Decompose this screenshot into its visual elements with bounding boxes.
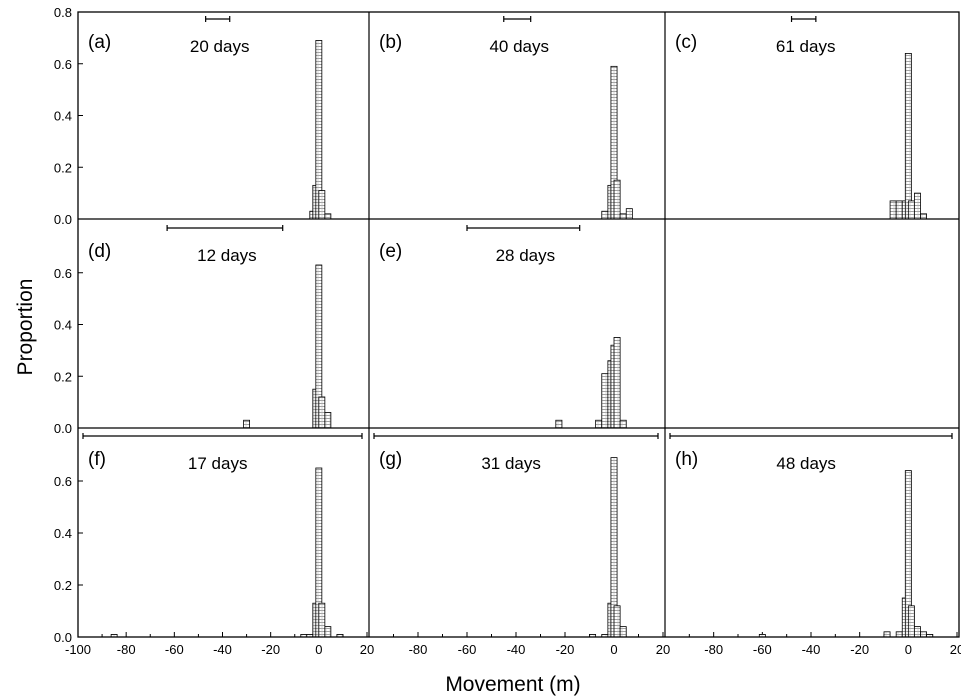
- histogram-bar: [619, 626, 627, 638]
- histogram-bar: [914, 192, 921, 220]
- x-tick-label: -60: [753, 642, 772, 657]
- panel-label: (a): [88, 32, 111, 53]
- y-tick-label: 0.0: [54, 421, 72, 436]
- duration-label: 20 days: [190, 37, 250, 56]
- x-tick-label: -20: [850, 642, 869, 657]
- y-tick-label: 0.4: [54, 318, 72, 333]
- y-tick-label: 0.6: [54, 57, 72, 72]
- histogram-bar: [613, 605, 621, 638]
- histogram-bar: [613, 337, 621, 429]
- histogram-bar: [920, 631, 927, 638]
- panel-g: (g) 31 days: [373, 433, 659, 638]
- histogram-bar: [318, 396, 326, 429]
- histogram-bar: [895, 631, 903, 638]
- duration-label: 12 days: [197, 246, 257, 265]
- panel-label: (c): [675, 32, 697, 53]
- x-tick-label: 20: [950, 642, 961, 657]
- x-tick-label: 0: [315, 642, 322, 657]
- histogram-bar: [555, 419, 563, 429]
- duration-label: 31 days: [481, 454, 541, 473]
- x-tick-label: -60: [165, 642, 184, 657]
- y-tick-label: 0.0: [54, 630, 72, 645]
- histogram-bar: [324, 213, 332, 220]
- histogram-bar: [619, 213, 627, 220]
- x-tick-label: -20: [556, 642, 575, 657]
- y-axis-ticks: 0.0 0.2 0.4 0.6 0.8 0.0 0.2 0.4 0.6 0.0 0.2 0.4 0.6: [54, 5, 83, 645]
- histogram-bar: [920, 213, 927, 220]
- panel-label: (f): [88, 449, 106, 470]
- x-tick-label: -40: [213, 642, 232, 657]
- y-tick-label: 0.0: [54, 212, 72, 227]
- duration-label: 48 days: [776, 454, 836, 473]
- duration-label: 17 days: [188, 454, 248, 473]
- duration-label: 28 days: [496, 246, 556, 265]
- histogram-bar: [601, 373, 609, 429]
- x-tick-label: -20: [261, 642, 280, 657]
- histogram-bar: [318, 190, 326, 220]
- histogram-bar: [907, 605, 915, 638]
- panel-f: (f) 17 days: [82, 433, 363, 638]
- x-tick-label: -80: [117, 642, 136, 657]
- histogram-bar: [613, 179, 621, 220]
- panel-a: (a) 20 days: [88, 16, 332, 220]
- histogram-bar: [595, 419, 603, 429]
- x-tick-label: 0: [610, 642, 617, 657]
- histogram-bar: [914, 626, 921, 638]
- panels: (a) 20 days (b) 40 days (c) 61 days (d) 12 days…: [82, 16, 953, 638]
- panel-label: (h): [675, 449, 698, 470]
- x-tick-label: 0: [905, 642, 912, 657]
- y-tick-label: 0.2: [54, 369, 72, 384]
- panel-e: (e) 28 days: [379, 225, 627, 429]
- y-tick-label: 0.8: [54, 5, 72, 20]
- histogram-bar: [324, 626, 332, 638]
- histogram-bar: [889, 200, 897, 220]
- x-axis-ticks: -100 -80 -60 -40 -20 0 20 -80 -60 -40 -20 0 20 -80 -60…: [65, 632, 961, 657]
- histogram-bar: [324, 412, 332, 429]
- histogram-bar: [904, 53, 912, 220]
- y-tick-label: 0.2: [54, 160, 72, 175]
- x-tick-label: -40: [802, 642, 821, 657]
- duration-label: 40 days: [489, 37, 549, 56]
- x-tick-label: -80: [704, 642, 723, 657]
- x-tick-label: -60: [458, 642, 477, 657]
- x-axis-title: Movement (m): [445, 673, 580, 696]
- x-tick-label: 20: [360, 642, 374, 657]
- y-tick-label: 0.2: [54, 578, 72, 593]
- histogram-bar: [625, 208, 633, 220]
- panel-label: (b): [379, 32, 402, 53]
- panel-label: (g): [379, 449, 402, 470]
- histogram-bar: [895, 200, 903, 220]
- y-tick-label: 0.4: [54, 109, 72, 124]
- panel-label: (e): [379, 241, 402, 262]
- panel-d: (d) 12 days: [88, 225, 332, 429]
- panel-h: (h) 48 days: [669, 433, 953, 638]
- y-tick-label: 0.6: [54, 474, 72, 489]
- x-tick-label: 20: [656, 642, 670, 657]
- panel-b: (b) 40 days: [379, 16, 633, 220]
- histogram-bar: [243, 419, 250, 429]
- histogram-bar: [907, 200, 915, 220]
- panel-label: (d): [88, 241, 111, 262]
- duration-label: 61 days: [776, 37, 836, 56]
- x-tick-label: -100: [65, 642, 91, 657]
- plot-frame: [77, 11, 960, 638]
- y-tick-label: 0.6: [54, 266, 72, 281]
- histogram-bar: [601, 210, 609, 220]
- panel-c: (c) 61 days: [675, 16, 927, 220]
- y-tick-label: 0.4: [54, 526, 72, 541]
- histogram-bar: [318, 602, 326, 638]
- x-tick-label: -40: [507, 642, 526, 657]
- panel-frames: [77, 11, 960, 638]
- histogram-bar: [619, 419, 627, 429]
- histogram-bar: [883, 631, 891, 638]
- x-tick-label: -80: [409, 642, 428, 657]
- y-axis-title: Proportion: [14, 279, 37, 376]
